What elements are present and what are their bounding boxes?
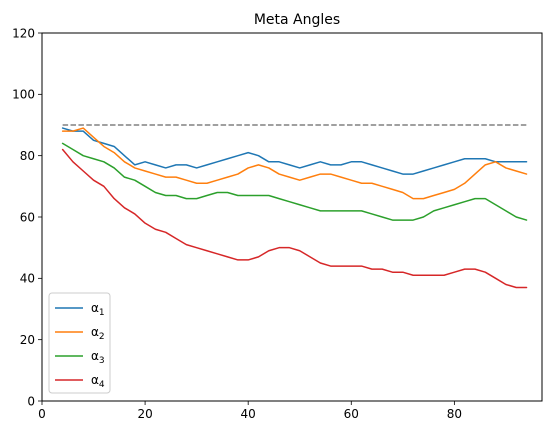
x-tick-label: 60: [344, 407, 359, 421]
plot-lines: [61, 124, 528, 289]
legend-box: [48, 292, 111, 394]
y-tick-label: 20: [20, 333, 35, 347]
series-line-3: [61, 142, 528, 221]
y-tick-label: 80: [20, 149, 35, 163]
legend-label: α3: [91, 349, 105, 366]
legend-label: α1: [91, 301, 105, 318]
y-tick-label: 60: [20, 210, 35, 224]
x-axis: 0 20 40 60 80: [38, 401, 462, 421]
y-tick-label: 40: [20, 272, 35, 286]
legend-label: α4: [91, 373, 105, 390]
legend-label: α2: [91, 325, 105, 342]
series-line-2: [61, 127, 528, 200]
x-tick-label: 0: [38, 407, 46, 421]
legend: α1 α2 α3 α4: [48, 292, 111, 394]
y-axis: 0 20 40 60 80 100 120: [12, 26, 42, 408]
series-line-1: [61, 127, 528, 175]
y-tick-label: 0: [27, 394, 35, 408]
y-tick-label: 120: [12, 26, 35, 40]
series-line-4: [61, 148, 528, 289]
chart-title: Meta Angles: [254, 12, 340, 28]
y-tick-label: 100: [12, 88, 35, 102]
x-tick-label: 40: [241, 407, 256, 421]
x-tick-label: 20: [137, 407, 152, 421]
x-tick-label: 80: [447, 407, 462, 421]
